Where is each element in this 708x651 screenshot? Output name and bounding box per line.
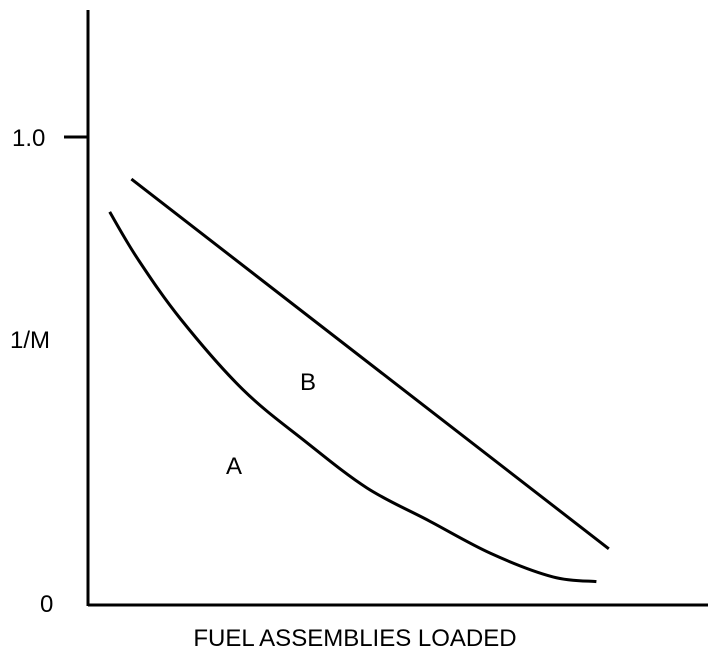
series-line-b <box>130 177 610 550</box>
y-tick-label: 1.0 <box>12 125 45 152</box>
series-line-a <box>108 211 597 584</box>
series-label-a: A <box>226 453 242 480</box>
x-axis-title: FUEL ASSEMBLIES LOADED <box>193 625 516 651</box>
y-axis-title: 1/M <box>10 327 50 354</box>
series-label-b: B <box>300 369 316 396</box>
y-tick-label: 0 <box>40 591 53 618</box>
